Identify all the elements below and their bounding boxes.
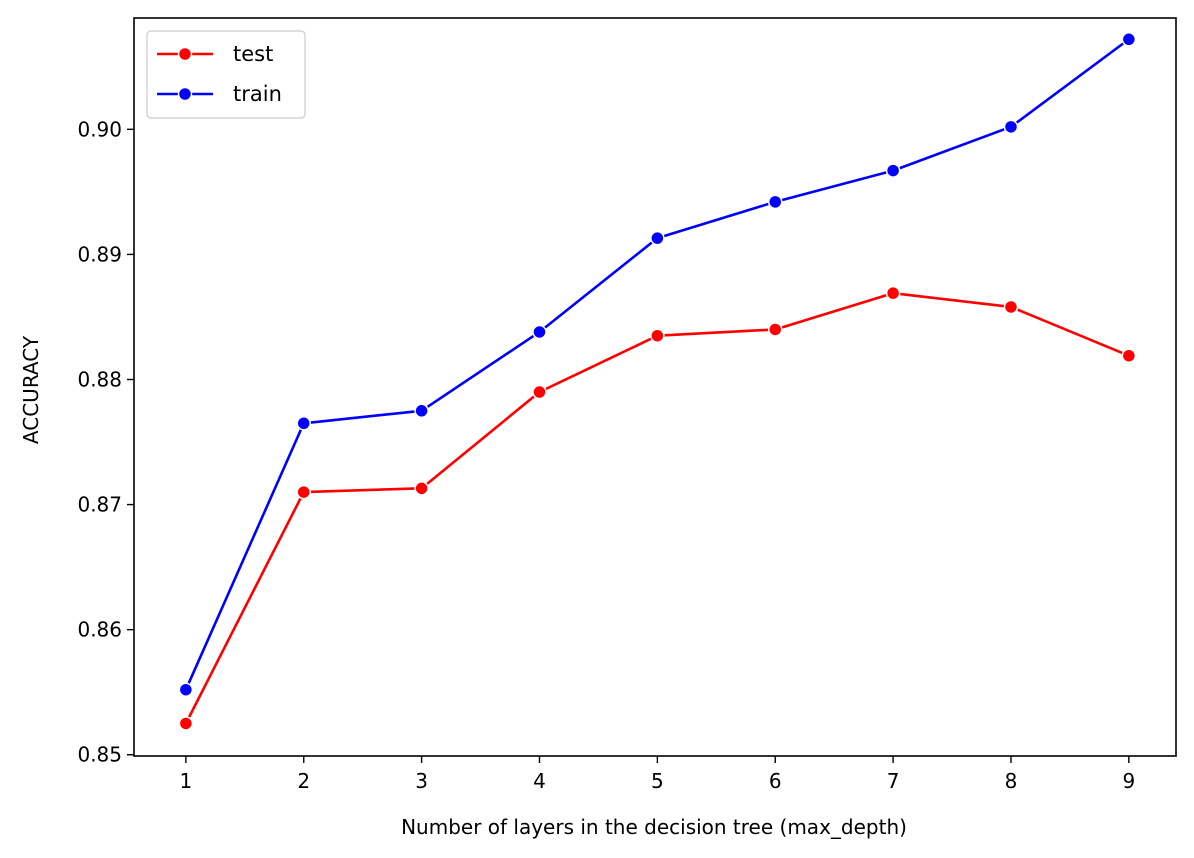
data-point-test	[650, 328, 665, 343]
legend-label-test: test	[233, 42, 273, 66]
data-point-train	[178, 682, 194, 697]
data-point-train	[296, 416, 311, 431]
x-tick-label: 9	[1122, 769, 1135, 793]
data-point-train	[1003, 119, 1019, 135]
legend-marker-test	[177, 46, 193, 62]
x-axis-ticks: 1 2 3 4 5 6 7 8 9	[179, 756, 1135, 793]
y-tick-label: 0.86	[77, 618, 122, 642]
x-tick-label: 8	[1005, 769, 1018, 793]
y-tick-label: 0.87	[77, 493, 122, 517]
plot-frame	[133, 17, 1177, 757]
x-tick-label: 7	[887, 769, 900, 793]
x-tick-label: 4	[533, 769, 546, 793]
x-tick-label: 2	[297, 769, 310, 793]
y-axis-label: ACCURACY	[19, 335, 43, 444]
data-point-test	[414, 481, 429, 496]
data-point-train	[885, 163, 901, 178]
data-point-test	[1121, 348, 1137, 363]
plot-area	[133, 17, 1177, 757]
x-tick-label: 6	[769, 769, 782, 793]
legend-label-train: train	[233, 82, 282, 106]
y-tick-label: 0.88	[77, 367, 122, 391]
legend-marker-train	[177, 86, 193, 102]
data-point-test	[532, 384, 547, 400]
data-point-test	[885, 285, 901, 301]
y-tick-label: 0.89	[77, 242, 122, 266]
data-point-train	[767, 194, 783, 210]
y-axis-ticks: 0.85 0.86 0.87 0.88 0.89 0.90	[77, 117, 134, 767]
x-tick-label: 3	[415, 769, 428, 793]
y-tick-label: 0.90	[77, 117, 122, 141]
series-line-train	[184, 38, 1130, 691]
data-point-train	[532, 324, 547, 340]
y-tick-label: 0.85	[77, 743, 122, 767]
data-point-test	[178, 716, 194, 731]
data-point-test	[296, 484, 311, 500]
x-tick-label: 5	[651, 769, 664, 793]
data-point-test	[767, 322, 783, 337]
data-point-train	[414, 403, 429, 419]
series-line-test	[184, 291, 1130, 725]
data-point-train	[650, 230, 665, 246]
x-tick-label: 1	[179, 769, 192, 793]
data-point-test	[1003, 299, 1019, 315]
data-point-train	[1121, 32, 1137, 47]
x-axis-label: Number of layers in the decision tree (m…	[401, 815, 907, 839]
legend: test train	[146, 30, 306, 119]
